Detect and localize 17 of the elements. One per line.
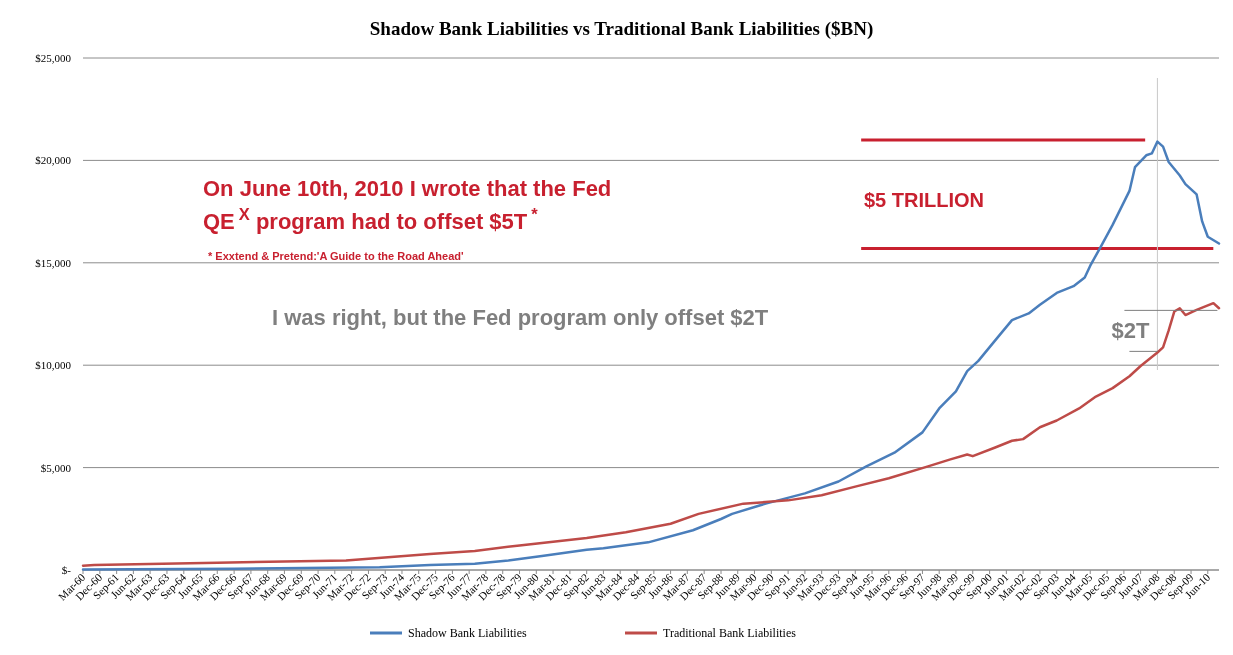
annotation: $2T — [1111, 318, 1150, 344]
y-tick-label: $15,000 — [35, 256, 72, 269]
annotation: I was right, but the Fed program only offset $2T — [272, 305, 769, 330]
y-tick-label: $20,000 — [35, 154, 72, 167]
annotation: QE$^{X}$ program had to offset $5T$^{*}$ — [203, 205, 539, 234]
line-series — [81, 140, 1221, 571]
y-tick-label: $5,000 — [40, 461, 72, 474]
annotation: * Exxtend & Pretend:'A Guide to the Road Ahead' — [208, 250, 464, 262]
annotation: $5 TRILLION — [864, 189, 985, 211]
line-series — [81, 301, 1221, 567]
y-tick-label: $25,000 — [35, 52, 72, 64]
annotation: On June 10th, 2010 I wrote that the Fed — [203, 176, 612, 201]
legend-label: Traditional Bank Liabilities — [663, 626, 797, 640]
y-tick-label: $- — [61, 564, 72, 576]
legend-label: Shadow Bank Liabilities — [408, 626, 527, 640]
y-tick-label: $10,000 — [35, 359, 72, 372]
chart-title: Shadow Bank Liabilities vs Traditional Bank Liabilities ($BN) — [369, 18, 874, 40]
